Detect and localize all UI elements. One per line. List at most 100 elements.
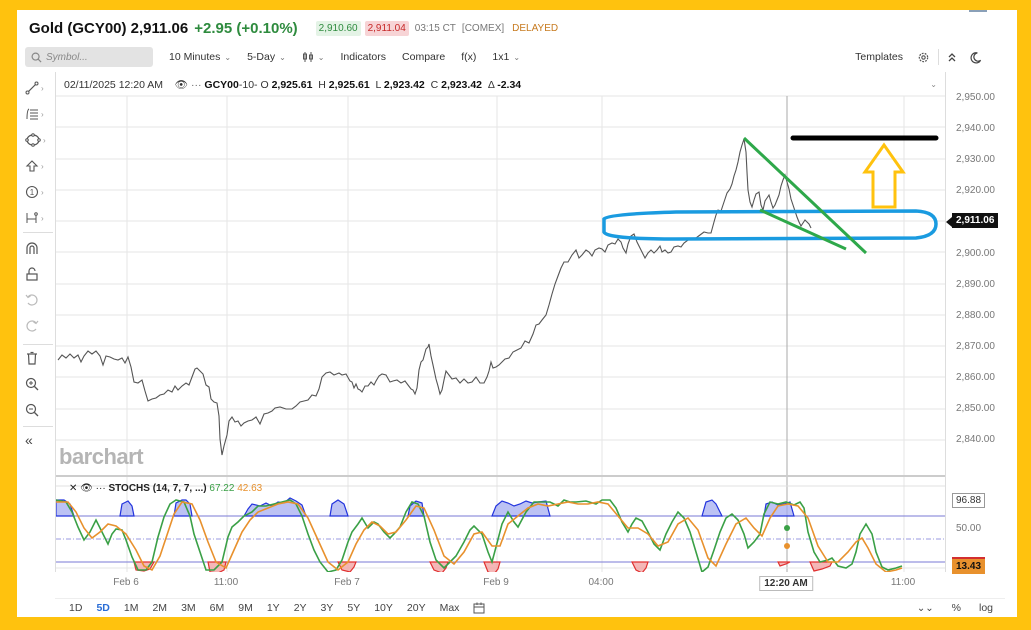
period-2y[interactable]: 2Y <box>293 601 307 614</box>
drawing-toolbar: › › › › 1 › › « <box>17 72 55 582</box>
indicators-button[interactable]: Indicators <box>340 51 387 63</box>
zoom-out-button[interactable] <box>25 400 53 420</box>
period-3y[interactable]: 3Y <box>320 601 334 614</box>
period-20y[interactable]: 20Y <box>406 601 426 614</box>
chart-window: Gold (GCY00) 2,911.06 +2.95 (+0.10%) 2,9… <box>17 10 1017 617</box>
templates-button[interactable]: Templates <box>855 51 903 63</box>
function-button[interactable]: f(x) <box>461 51 477 63</box>
stoch-d-marker <box>784 543 790 549</box>
price-line <box>57 138 812 456</box>
delayed-badge: DELAYED <box>512 22 559 34</box>
eye-icon[interactable]: 👁 <box>80 483 93 494</box>
chart-plot-area[interactable]: 02/11/2025 12:20 AM 👁 ··· GCY00-10- O 2,… <box>55 72 946 572</box>
y-tick: 2,920.00 <box>956 185 995 196</box>
collapse-sidebar-button[interactable]: « <box>25 430 53 450</box>
y-tick: 2,870.00 <box>956 341 995 352</box>
lock-toggle[interactable] <box>25 264 53 284</box>
divider <box>23 426 53 427</box>
time-axis[interactable]: Feb 6 11:00 Feb 7 Feb 9 04:00 11:00 <box>55 577 945 593</box>
percent-scale-toggle[interactable]: % <box>951 602 961 614</box>
fibonacci-icon <box>26 108 38 120</box>
range-dropdown[interactable]: 5-Day ⌄ <box>247 51 286 63</box>
fibonacci-tool[interactable]: › <box>25 104 53 124</box>
stoch-d-line <box>56 501 903 572</box>
period-5y[interactable]: 5Y <box>347 601 361 614</box>
y-tick: 2,950.00 <box>956 92 995 103</box>
chevron-down-icon: ⌄ <box>513 52 521 62</box>
stoch-max-tag: 96.88 <box>952 493 986 508</box>
zoom-out-icon <box>25 403 39 417</box>
symbol-title: Gold (GCY00) 2,911.06 <box>29 19 189 37</box>
gear-icon[interactable] <box>917 51 930 64</box>
measure-tool[interactable]: › <box>25 208 53 228</box>
layout-dropdown[interactable]: 1x1 ⌄ <box>492 51 520 63</box>
more-options-icon[interactable]: ··· <box>95 483 106 494</box>
collapse-up-icon[interactable] <box>947 51 957 63</box>
interval-dropdown[interactable]: 10 Minutes ⌄ <box>169 51 231 63</box>
redo-button[interactable] <box>25 316 53 336</box>
vertical-gridlines <box>126 96 905 572</box>
expand-down-icon[interactable]: ⌄⌄ <box>916 602 934 614</box>
eye-icon[interactable]: 👁 <box>174 79 189 91</box>
period-10y[interactable]: 10Y <box>374 601 393 614</box>
magnet-toggle[interactable] <box>25 238 53 258</box>
shapes-tool[interactable]: › <box>25 130 53 150</box>
magnet-icon <box>26 242 38 254</box>
period-max[interactable]: Max <box>439 601 460 614</box>
price-chart-svg <box>56 95 946 572</box>
close-icon[interactable]: ✕ <box>69 483 78 494</box>
undo-button[interactable] <box>25 290 53 310</box>
zoom-in-button[interactable] <box>25 374 53 394</box>
more-options-icon[interactable]: ··· <box>191 79 202 91</box>
horizontal-gridlines <box>56 95 946 441</box>
stoch-d-value: 42.63 <box>237 483 263 494</box>
zoom-in-icon <box>25 377 39 391</box>
legend-collapse-chevron-icon[interactable]: ⌄ <box>930 80 937 89</box>
x-tick: 11:00 <box>890 577 916 588</box>
period-1d[interactable]: 1D <box>69 601 83 614</box>
period-9m[interactable]: 9M <box>238 601 253 614</box>
support-zone-ellipse <box>602 209 938 241</box>
interval-label: 10 Minutes <box>169 51 221 63</box>
chart-type-dropdown[interactable]: ⌄ <box>302 51 325 63</box>
bid-price: 2,910.60 <box>315 20 361 36</box>
stoch-k-line <box>56 499 903 572</box>
log-scale-toggle[interactable]: log <box>978 602 993 614</box>
wedge-lower-line <box>759 208 847 251</box>
delete-drawings-button[interactable] <box>25 348 53 368</box>
period-5d[interactable]: 5D <box>96 601 110 614</box>
legend-interval: -10- <box>238 79 258 91</box>
double-chevron-left-icon: « <box>25 432 33 448</box>
close-value: 2,923.42 <box>441 79 482 91</box>
period-6m[interactable]: 6M <box>209 601 225 614</box>
wedge-upper-line <box>742 136 868 255</box>
compare-button[interactable]: Compare <box>402 51 446 63</box>
trendline-icon <box>25 81 39 95</box>
y-tick: 2,890.00 <box>956 279 995 290</box>
annotation-tool[interactable]: 1 › <box>25 182 53 202</box>
price-axis[interactable]: 2,950.00 2,940.00 2,930.00 2,920.00 2,91… <box>945 72 1017 576</box>
close-label: C <box>430 79 439 91</box>
current-price-tag: 2,911.06 <box>945 213 999 228</box>
trendline-tool[interactable]: › <box>25 78 53 98</box>
y-tick: 2,900.00 <box>956 248 995 259</box>
period-2m[interactable]: 2M <box>152 601 168 614</box>
window-indicator <box>969 10 987 12</box>
y-tick: 2,940.00 <box>956 123 995 134</box>
x-tick: Feb 6 <box>113 577 139 588</box>
period-1y[interactable]: 1Y <box>266 601 280 614</box>
y-tick: 2,840.00 <box>956 434 995 445</box>
symbol-search-input[interactable]: Symbol... <box>25 47 153 67</box>
search-placeholder: Symbol... <box>46 51 88 63</box>
period-3m[interactable]: 3M <box>181 601 196 614</box>
arrow-tool[interactable]: › <box>25 156 53 176</box>
moon-icon[interactable] <box>969 51 982 64</box>
calendar-icon[interactable] <box>473 602 485 614</box>
x-tick: Feb 7 <box>334 577 360 588</box>
high-label: H <box>318 79 326 91</box>
price-change: +2.95 (+0.10%) <box>194 19 298 37</box>
delta-label: Δ <box>487 79 495 91</box>
ask-price: 2,911.04 <box>364 20 409 36</box>
stoch-k-marker <box>784 525 790 531</box>
period-1m[interactable]: 1M <box>123 601 139 614</box>
